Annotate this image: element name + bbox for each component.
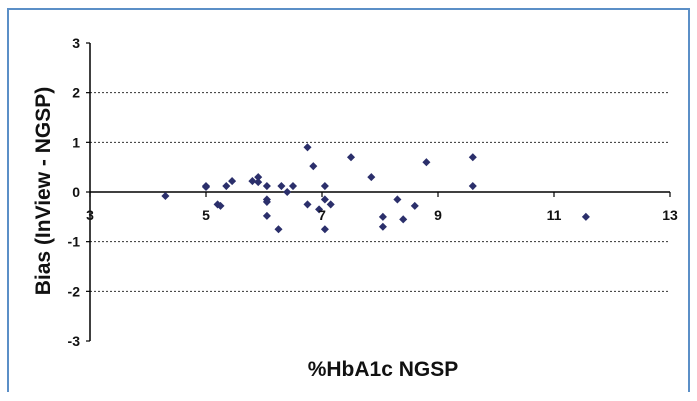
data-point xyxy=(222,182,231,191)
x-tick-label: 11 xyxy=(547,207,562,223)
data-point xyxy=(468,153,477,162)
data-point xyxy=(262,211,271,220)
data-point xyxy=(254,178,263,187)
data-point xyxy=(393,195,402,204)
y-tick-label: -1 xyxy=(68,234,81,250)
tick-labels: 3 2 1 0 -1 -2 -3 3 5 7 9 11 13 xyxy=(68,35,678,349)
data-point xyxy=(277,182,286,191)
y-tick-label: -2 xyxy=(68,283,81,299)
x-tick-label: 13 xyxy=(662,207,678,223)
data-point xyxy=(378,212,387,221)
data-point xyxy=(468,182,477,191)
data-point xyxy=(320,225,329,234)
data-point xyxy=(303,143,312,152)
data-point xyxy=(315,205,324,214)
y-tick-label: -3 xyxy=(68,333,81,349)
data-point xyxy=(309,162,318,171)
data-point xyxy=(274,225,283,234)
data-point xyxy=(326,200,335,209)
chart-border xyxy=(7,8,690,392)
data-point xyxy=(262,197,271,206)
axes xyxy=(86,42,671,342)
data-point xyxy=(216,201,225,210)
data-point xyxy=(201,183,211,192)
data-point xyxy=(422,158,431,167)
data-point xyxy=(320,182,329,191)
y-axis-title: Bias (InView - NGSP) xyxy=(32,87,55,296)
data-point xyxy=(283,187,292,197)
y-tick-label: 0 xyxy=(72,184,80,200)
data-point xyxy=(378,222,387,231)
x-tick-label: 3 xyxy=(86,207,94,223)
data-point xyxy=(410,201,419,210)
x-axis-title: %HbA1c NGSP xyxy=(308,358,459,381)
data-point xyxy=(581,212,590,221)
data-point xyxy=(262,182,271,191)
x-tick-label: 5 xyxy=(202,207,210,223)
data-point xyxy=(320,195,329,204)
data-point xyxy=(346,153,356,162)
data-point xyxy=(367,173,376,182)
data-point xyxy=(303,200,312,209)
y-tick-label: 3 xyxy=(72,35,80,51)
data-point xyxy=(288,182,298,191)
y-tick-label: 2 xyxy=(72,85,80,101)
data-points xyxy=(161,143,590,234)
data-point xyxy=(161,191,170,200)
data-point xyxy=(248,177,257,186)
x-tick-label: 7 xyxy=(318,207,326,223)
x-tick-label: 9 xyxy=(434,207,442,223)
data-point xyxy=(228,177,237,186)
y-tick-label: 1 xyxy=(72,134,80,150)
data-point xyxy=(399,215,408,224)
gridlines xyxy=(90,92,670,292)
